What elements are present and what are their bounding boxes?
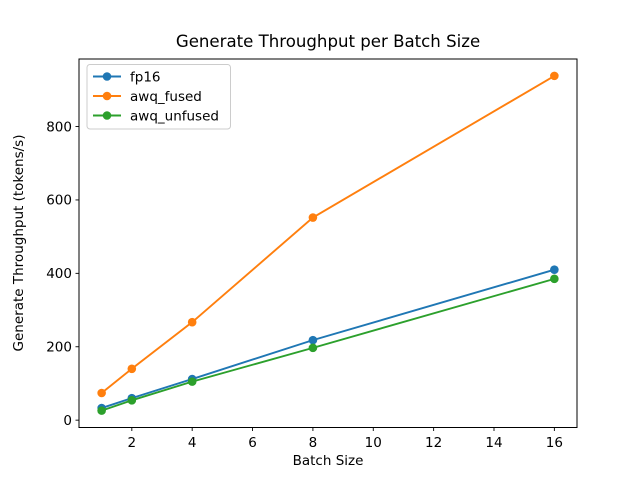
series-marker-awq_unfused <box>187 377 197 386</box>
series-marker-awq_fused <box>127 364 137 374</box>
y-tick-label: 0 <box>63 413 72 429</box>
chart-title: Generate Throughput per Batch Size <box>176 32 480 51</box>
y-tick-label: 400 <box>46 266 72 282</box>
y-tick-label: 800 <box>46 119 72 135</box>
series-marker-awq_fused <box>550 71 559 81</box>
series-marker-awq_unfused <box>308 343 318 353</box>
x-tick-label: 2 <box>128 435 137 451</box>
x-tick-label: 12 <box>425 435 442 451</box>
y-tick-label: 600 <box>46 193 72 209</box>
x-tick-label: 16 <box>546 435 563 451</box>
plot-layer: 2 4 6 8 10 12 14 16 0 200 400 600 800 <box>46 58 578 451</box>
series-marker-awq_fused <box>187 317 197 327</box>
legend-label-awq_fused: awq_fused <box>130 89 202 105</box>
series-marker-awq_fused <box>97 388 106 398</box>
series-marker-awq_unfused <box>97 406 106 415</box>
legend-box <box>86 64 231 130</box>
legend-label-fp16: fp16 <box>130 69 161 85</box>
y-tick-label: 200 <box>46 340 72 356</box>
legend: fp16 awq_fused awq_unfused <box>86 64 231 130</box>
x-tick-label: 8 <box>309 435 318 451</box>
y-axis-label: Generate Throughput (tokens/s) <box>11 135 27 352</box>
legend-marker-awq_unfused <box>102 111 112 120</box>
series-marker-fp16 <box>550 265 559 274</box>
series-marker-fp16 <box>308 335 318 345</box>
legend-marker-fp16 <box>102 72 112 81</box>
series-marker-awq_unfused <box>127 396 137 405</box>
x-tick-label: 10 <box>365 435 382 451</box>
x-tick-label: 6 <box>248 435 257 451</box>
series-marker-awq_fused <box>308 213 318 222</box>
axes-spines <box>78 58 578 428</box>
x-axis-label: Batch Size <box>293 453 364 469</box>
series-marker-awq_unfused <box>550 274 559 284</box>
x-tick-label: 4 <box>188 435 197 451</box>
x-tick-label: 14 <box>485 435 502 451</box>
legend-marker-awq_fused <box>102 91 112 101</box>
legend-label-awq_unfused: awq_unfused <box>130 108 219 124</box>
